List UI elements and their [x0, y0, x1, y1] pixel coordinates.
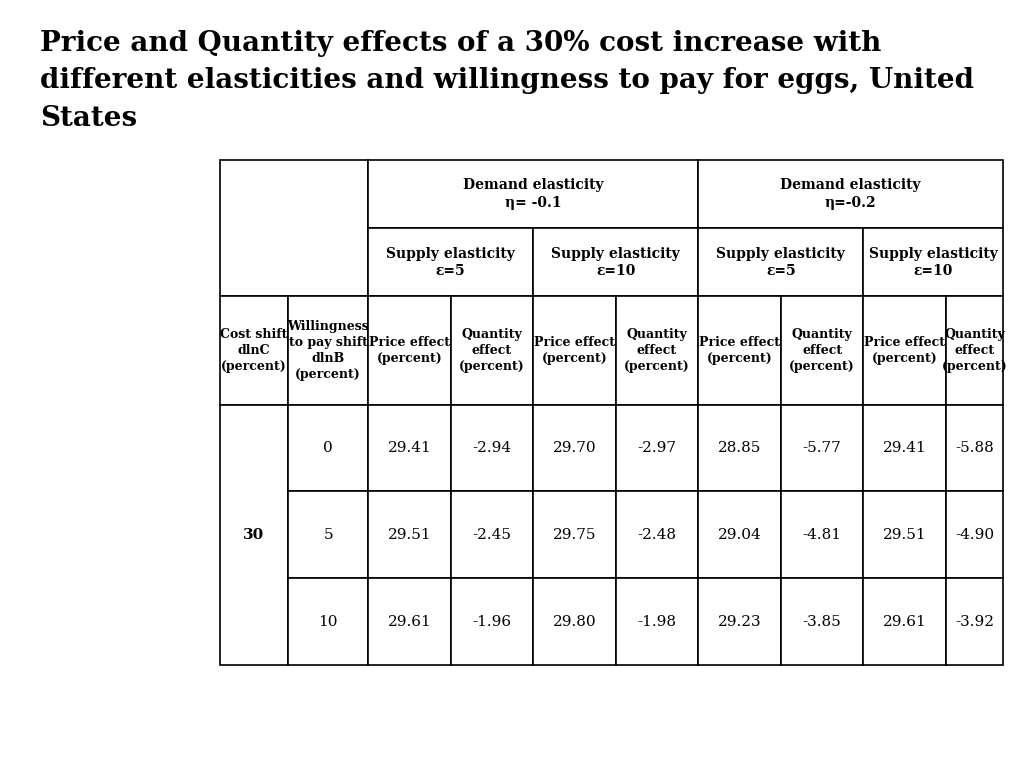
Text: 29.75: 29.75 — [553, 528, 596, 542]
Text: Price effect
(percent): Price effect (percent) — [534, 336, 615, 365]
Text: Supply elasticity
ε=5: Supply elasticity ε=5 — [386, 247, 515, 278]
Text: Demand elasticity
η=-0.2: Demand elasticity η=-0.2 — [780, 178, 921, 210]
Bar — [698, 492, 781, 578]
Bar — [451, 405, 534, 492]
Text: 29.04: 29.04 — [718, 528, 762, 542]
Text: -3.92: -3.92 — [955, 614, 994, 629]
Bar — [368, 492, 451, 578]
Text: Price effect
(percent): Price effect (percent) — [699, 336, 780, 365]
Bar — [534, 405, 615, 492]
Bar — [534, 578, 615, 665]
Text: 29.23: 29.23 — [718, 614, 762, 629]
Bar — [220, 405, 288, 665]
Bar — [698, 296, 781, 405]
Bar — [698, 228, 863, 296]
Bar — [698, 578, 781, 665]
Text: 29.51: 29.51 — [883, 528, 927, 542]
Bar — [946, 296, 1002, 405]
Text: Supply elasticity
ε=10: Supply elasticity ε=10 — [551, 247, 680, 278]
Text: Willingness
to pay shift
dlnB
(percent): Willingness to pay shift dlnB (percent) — [287, 320, 369, 381]
Text: -4.81: -4.81 — [803, 528, 842, 542]
Bar — [288, 492, 368, 578]
Bar — [946, 405, 1002, 492]
Text: Price and Quantity effects of a 30% cost increase with
different elasticities an: Price and Quantity effects of a 30% cost… — [40, 30, 974, 132]
Text: 0: 0 — [324, 441, 333, 455]
Bar — [781, 578, 863, 665]
Bar — [698, 405, 781, 492]
Bar — [863, 296, 946, 405]
Text: -1.98: -1.98 — [638, 614, 677, 629]
Bar — [368, 228, 534, 296]
Bar — [863, 578, 946, 665]
Bar — [863, 405, 946, 492]
Text: Quantity
effect
(percent): Quantity effect (percent) — [942, 328, 1008, 373]
Bar — [863, 228, 1002, 296]
Bar — [534, 228, 698, 296]
Bar — [368, 160, 698, 228]
Bar — [698, 160, 1002, 228]
Text: Supply elasticity
ε=5: Supply elasticity ε=5 — [717, 247, 845, 278]
Bar — [288, 296, 368, 405]
Text: 29.41: 29.41 — [387, 441, 431, 455]
Bar — [615, 492, 698, 578]
Bar — [946, 578, 1002, 665]
Bar — [451, 492, 534, 578]
Bar — [288, 578, 368, 665]
Text: 29.41: 29.41 — [883, 441, 927, 455]
Text: -2.94: -2.94 — [472, 441, 511, 455]
Text: Quantity
effect
(percent): Quantity effect (percent) — [459, 328, 524, 373]
Text: Price effect
(percent): Price effect (percent) — [369, 336, 450, 365]
Text: -5.77: -5.77 — [803, 441, 842, 455]
Text: Cost shift
dlnC
(percent): Cost shift dlnC (percent) — [220, 328, 288, 373]
Text: 29.80: 29.80 — [553, 614, 596, 629]
Text: 30: 30 — [244, 528, 264, 542]
Text: -1.96: -1.96 — [472, 614, 511, 629]
Bar — [781, 405, 863, 492]
Bar — [288, 405, 368, 492]
Bar — [946, 492, 1002, 578]
Text: -5.88: -5.88 — [955, 441, 994, 455]
Bar — [615, 405, 698, 492]
Text: -3.85: -3.85 — [803, 614, 842, 629]
Bar — [220, 160, 368, 296]
Text: Price effect
(percent): Price effect (percent) — [864, 336, 945, 365]
Bar — [615, 296, 698, 405]
Bar — [451, 296, 534, 405]
Bar — [368, 296, 451, 405]
Bar — [451, 578, 534, 665]
Text: Demand elasticity
η= -0.1: Demand elasticity η= -0.1 — [463, 178, 603, 210]
Text: 5: 5 — [324, 528, 333, 542]
Text: 29.70: 29.70 — [553, 441, 596, 455]
Bar — [534, 296, 615, 405]
Text: -2.48: -2.48 — [638, 528, 677, 542]
Text: Quantity
effect
(percent): Quantity effect (percent) — [625, 328, 690, 373]
Text: 29.51: 29.51 — [387, 528, 431, 542]
Text: Quantity
effect
(percent): Quantity effect (percent) — [790, 328, 855, 373]
Bar — [534, 492, 615, 578]
Bar — [781, 296, 863, 405]
Text: 29.61: 29.61 — [387, 614, 431, 629]
Text: -2.45: -2.45 — [472, 528, 511, 542]
Bar — [220, 296, 288, 405]
Bar — [863, 492, 946, 578]
Bar — [368, 405, 451, 492]
Text: -4.90: -4.90 — [955, 528, 994, 542]
Bar — [368, 578, 451, 665]
Text: 10: 10 — [318, 614, 338, 629]
Text: -2.97: -2.97 — [638, 441, 677, 455]
Text: 28.85: 28.85 — [718, 441, 761, 455]
Bar — [615, 578, 698, 665]
Text: 29.61: 29.61 — [883, 614, 927, 629]
Text: Supply elasticity
ε=10: Supply elasticity ε=10 — [868, 247, 997, 278]
Bar — [781, 492, 863, 578]
